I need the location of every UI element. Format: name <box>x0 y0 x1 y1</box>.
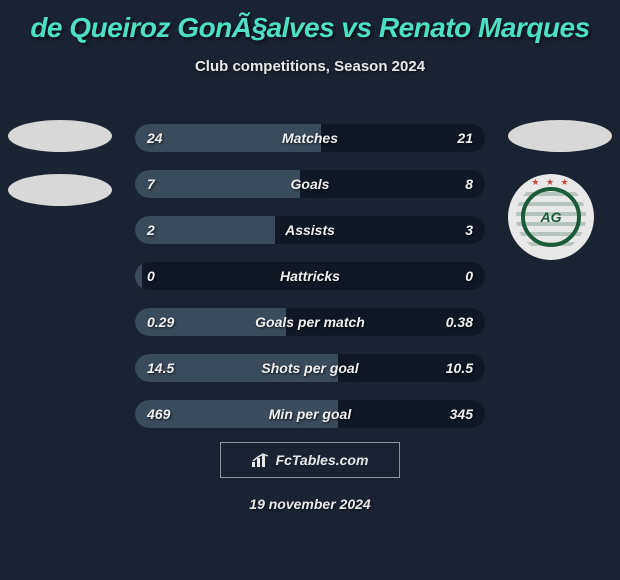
stat-row: 7Goals8 <box>135 170 485 198</box>
stat-right-value: 3 <box>465 216 473 244</box>
club-inner-ring: ★ ★ ★ AG <box>521 187 581 247</box>
stat-right-value: 0 <box>465 262 473 290</box>
page-subtitle: Club competitions, Season 2024 <box>0 58 620 75</box>
stat-row: 2Assists3 <box>135 216 485 244</box>
stat-right-value: 0.38 <box>446 308 473 336</box>
stat-row: 469Min per goal345 <box>135 400 485 428</box>
stat-right-value: 8 <box>465 170 473 198</box>
right-badge-1 <box>508 120 612 152</box>
stat-label: Matches <box>135 124 485 152</box>
stat-right-value: 10.5 <box>446 354 473 382</box>
club-stars: ★ ★ ★ <box>531 177 570 188</box>
club-initials: AG <box>541 209 562 225</box>
stats-rows: 24Matches21 7Goals8 2Assists3 0Hattricks0 0.… <box>135 124 485 446</box>
club-badge: ★ ★ ★ AG <box>508 174 594 260</box>
stat-label: Shots per goal <box>135 354 485 382</box>
footer-date: 19 november 2024 <box>0 496 620 512</box>
left-badge-1 <box>8 120 112 152</box>
right-badges: ★ ★ ★ AG <box>508 120 612 260</box>
stat-row: 0.29Goals per match0.38 <box>135 308 485 336</box>
brand-text: FcTables.com <box>276 452 369 468</box>
brand-box: FcTables.com <box>220 442 400 478</box>
stat-label: Min per goal <box>135 400 485 428</box>
stat-right-value: 345 <box>450 400 473 428</box>
stat-label: Goals <box>135 170 485 198</box>
chart-icon <box>252 453 270 467</box>
left-badges <box>8 120 112 228</box>
page-title: de Queiroz GonÃ§alves vs Renato Marques <box>0 0 620 44</box>
stat-row: 24Matches21 <box>135 124 485 152</box>
left-badge-2 <box>8 174 112 206</box>
stat-label: Assists <box>135 216 485 244</box>
stat-label: Goals per match <box>135 308 485 336</box>
stat-right-value: 21 <box>457 124 473 152</box>
stat-row: 14.5Shots per goal10.5 <box>135 354 485 382</box>
stat-row: 0Hattricks0 <box>135 262 485 290</box>
stat-label: Hattricks <box>135 262 485 290</box>
